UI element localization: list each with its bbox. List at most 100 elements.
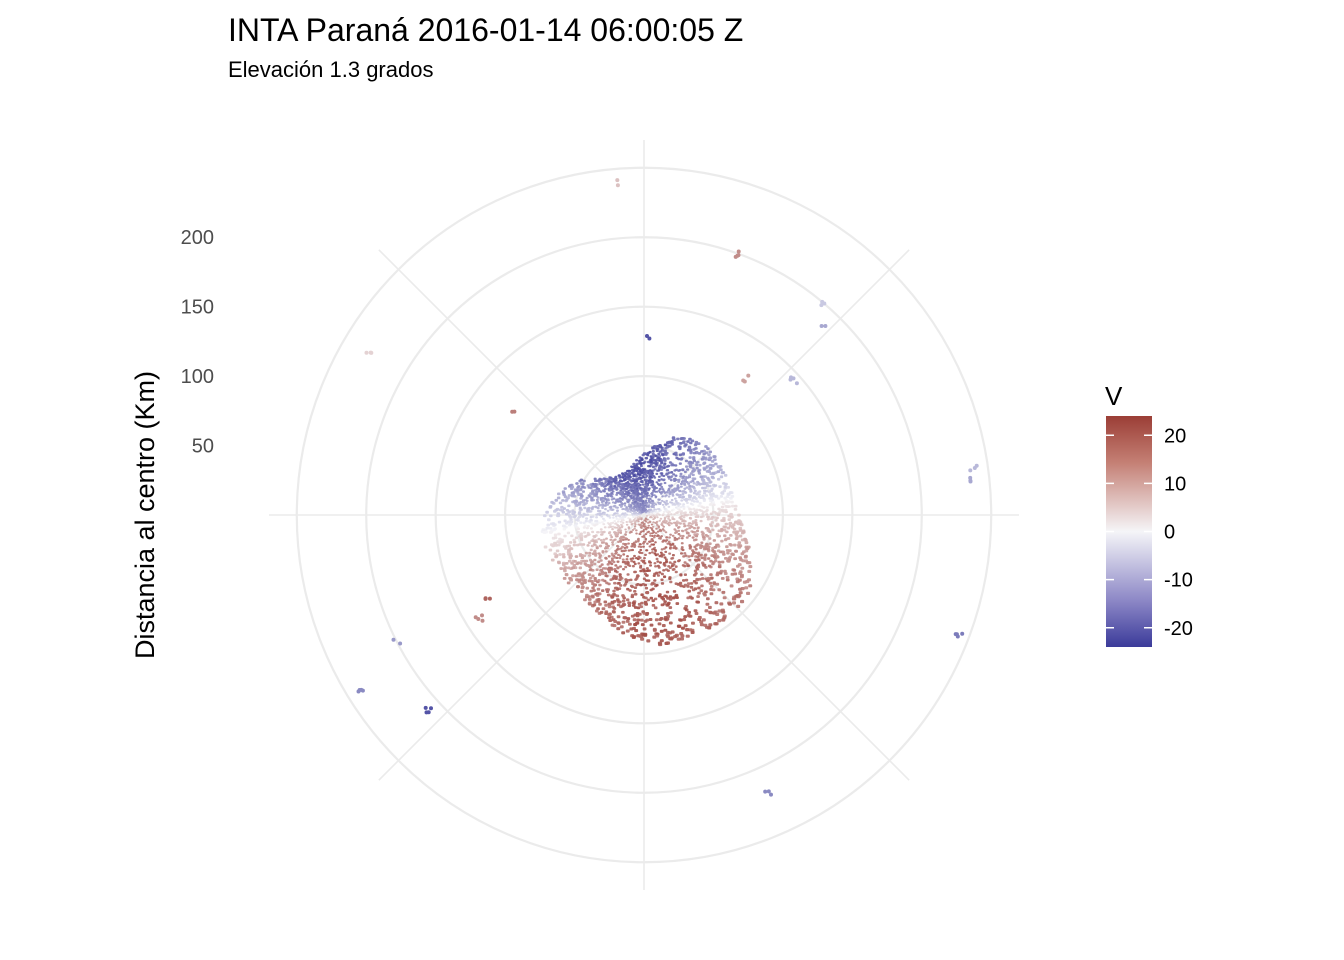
velocity-echo — [653, 606, 658, 610]
velocity-echo — [683, 561, 687, 564]
velocity-echo — [702, 499, 706, 502]
velocity-echo — [666, 612, 670, 615]
velocity-echo — [634, 523, 637, 526]
velocity-echo — [648, 473, 652, 476]
velocity-echo — [704, 494, 708, 497]
velocity-echo — [647, 524, 650, 527]
grid-spoke-135 — [643, 514, 910, 781]
velocity-echo — [678, 446, 682, 450]
velocity-echo — [646, 513, 649, 515]
velocity-echo — [595, 502, 599, 505]
velocity-echo — [549, 530, 553, 534]
velocity-echo — [637, 520, 640, 523]
velocity-echo — [574, 555, 578, 558]
velocity-echo — [686, 596, 690, 600]
velocity-echo — [648, 469, 652, 472]
velocity-echo — [686, 564, 690, 568]
velocity-echo — [727, 505, 731, 508]
velocity-echo — [680, 542, 684, 545]
velocity-echo — [637, 486, 641, 489]
velocity-echo — [707, 469, 711, 473]
velocity-echo — [690, 554, 694, 558]
velocity-echo — [651, 581, 655, 585]
velocity-echo — [653, 517, 657, 519]
velocity-echo — [716, 545, 721, 548]
velocity-echo — [611, 610, 616, 613]
velocity-echo — [682, 618, 687, 622]
velocity-echo — [657, 479, 661, 482]
velocity-echo — [641, 535, 644, 538]
velocity-echo — [648, 545, 652, 548]
velocity-echo — [654, 541, 657, 544]
velocity-echo — [730, 552, 734, 556]
velocity-echo — [594, 505, 597, 508]
velocity-echo — [651, 491, 654, 494]
velocity-echo — [646, 531, 649, 534]
velocity-echo — [619, 497, 622, 500]
velocity-echo — [663, 628, 668, 632]
velocity-echo — [616, 481, 620, 484]
velocity-echo — [645, 483, 648, 486]
velocity-echo — [664, 453, 668, 456]
velocity-echo — [591, 595, 595, 599]
isolated-echo — [794, 381, 799, 386]
velocity-echo — [702, 506, 706, 509]
velocity-echo — [599, 512, 603, 515]
velocity-echo — [684, 529, 687, 532]
velocity-echo — [602, 512, 606, 515]
velocity-echo — [701, 563, 705, 566]
velocity-echo — [603, 497, 607, 500]
velocity-echo — [713, 516, 717, 519]
velocity-echo — [637, 523, 640, 526]
velocity-echo — [662, 529, 666, 532]
velocity-echo — [741, 559, 746, 563]
velocity-echo — [565, 562, 569, 565]
velocity-echo — [694, 521, 698, 524]
velocity-echo — [719, 468, 723, 472]
velocity-echo — [679, 485, 683, 488]
velocity-echo — [595, 519, 599, 523]
velocity-echo — [704, 553, 708, 557]
velocity-echo — [721, 610, 726, 614]
velocity-echo — [665, 509, 668, 511]
velocity-echo — [627, 509, 630, 512]
velocity-echo — [705, 513, 709, 516]
velocity-echo — [696, 480, 700, 484]
velocity-echo — [685, 465, 689, 468]
velocity-echo — [733, 508, 738, 511]
velocity-echo — [607, 499, 610, 502]
velocity-echo — [699, 620, 704, 624]
velocity-echo — [614, 522, 617, 525]
velocity-echo — [729, 543, 733, 547]
velocity-echo — [681, 468, 685, 472]
velocity-echo — [736, 604, 741, 608]
velocity-echo — [582, 554, 587, 558]
velocity-echo — [585, 564, 589, 567]
isolated-echo — [360, 688, 365, 693]
velocity-echo — [655, 508, 658, 511]
velocity-echo — [658, 487, 662, 490]
velocity-echo — [712, 472, 716, 476]
velocity-echo — [644, 457, 648, 460]
velocity-echo — [634, 629, 639, 633]
velocity-echo — [548, 505, 553, 508]
velocity-echo — [631, 542, 634, 545]
velocity-echo — [604, 545, 608, 548]
velocity-echo — [571, 511, 575, 515]
velocity-echo — [642, 522, 645, 525]
velocity-echo — [662, 513, 665, 516]
velocity-echo — [634, 469, 638, 472]
velocity-echo — [721, 590, 726, 594]
velocity-echo — [668, 597, 673, 601]
velocity-echo — [588, 551, 592, 555]
velocity-echo — [621, 474, 625, 477]
velocity-echo — [662, 506, 666, 508]
velocity-echo — [673, 503, 677, 506]
velocity-echo — [624, 528, 627, 531]
velocity-echo — [579, 532, 583, 535]
velocity-echo — [745, 547, 750, 551]
velocity-echo — [644, 476, 648, 479]
legend-tick-label: 0 — [1164, 522, 1175, 544]
velocity-echo — [550, 543, 554, 547]
velocity-echo — [719, 569, 724, 573]
